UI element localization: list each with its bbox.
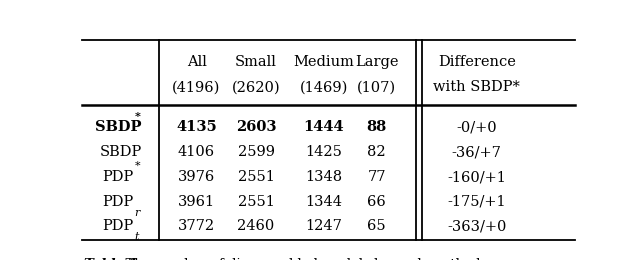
Text: -0/+0: -0/+0 bbox=[456, 120, 497, 134]
Text: SBDP: SBDP bbox=[100, 145, 142, 159]
Text: 2603: 2603 bbox=[236, 120, 276, 134]
Text: 77: 77 bbox=[367, 170, 386, 184]
Text: 3976: 3976 bbox=[178, 170, 215, 184]
Text: (2620): (2620) bbox=[232, 80, 280, 94]
Text: 3772: 3772 bbox=[178, 219, 215, 233]
Text: 2460: 2460 bbox=[237, 219, 275, 233]
Text: 4106: 4106 bbox=[178, 145, 215, 159]
Text: r: r bbox=[134, 208, 140, 218]
Text: 4135: 4135 bbox=[176, 120, 217, 134]
Text: PDP: PDP bbox=[102, 170, 134, 184]
Text: Difference: Difference bbox=[438, 55, 516, 69]
Text: 1348: 1348 bbox=[305, 170, 342, 184]
Text: 88: 88 bbox=[367, 120, 387, 134]
Text: 1425: 1425 bbox=[305, 145, 342, 159]
Text: PDP: PDP bbox=[102, 219, 134, 233]
Text: Table 1:: Table 1: bbox=[84, 258, 143, 260]
Text: *: * bbox=[134, 111, 140, 122]
Text: 1247: 1247 bbox=[305, 219, 342, 233]
Text: Large: Large bbox=[355, 55, 398, 69]
Text: All: All bbox=[187, 55, 207, 69]
Text: 1344: 1344 bbox=[305, 195, 342, 209]
Text: t: t bbox=[134, 232, 139, 242]
Text: 82: 82 bbox=[367, 145, 386, 159]
Text: SBDP: SBDP bbox=[95, 120, 141, 134]
Text: -160/+1: -160/+1 bbox=[447, 170, 506, 184]
Text: (107): (107) bbox=[357, 80, 396, 94]
Text: -36/+7: -36/+7 bbox=[452, 145, 502, 159]
Text: -363/+0: -363/+0 bbox=[447, 219, 506, 233]
Text: 65: 65 bbox=[367, 219, 386, 233]
Text: Medium: Medium bbox=[294, 55, 355, 69]
Text: 2599: 2599 bbox=[237, 145, 275, 159]
Text: with SBDP*: with SBDP* bbox=[433, 80, 520, 94]
Text: 3961: 3961 bbox=[178, 195, 215, 209]
Text: Small: Small bbox=[235, 55, 277, 69]
Text: 2551: 2551 bbox=[237, 170, 275, 184]
Text: -175/+1: -175/+1 bbox=[447, 195, 506, 209]
Text: 66: 66 bbox=[367, 195, 386, 209]
Text: 1444: 1444 bbox=[304, 120, 344, 134]
Text: (1469): (1469) bbox=[300, 80, 348, 94]
Text: The number of disassembled models by each method: The number of disassembled models by eac… bbox=[117, 258, 481, 260]
Text: *: * bbox=[135, 161, 140, 171]
Text: 2551: 2551 bbox=[237, 195, 275, 209]
Text: (4196): (4196) bbox=[172, 80, 221, 94]
Text: PDP: PDP bbox=[102, 195, 134, 209]
